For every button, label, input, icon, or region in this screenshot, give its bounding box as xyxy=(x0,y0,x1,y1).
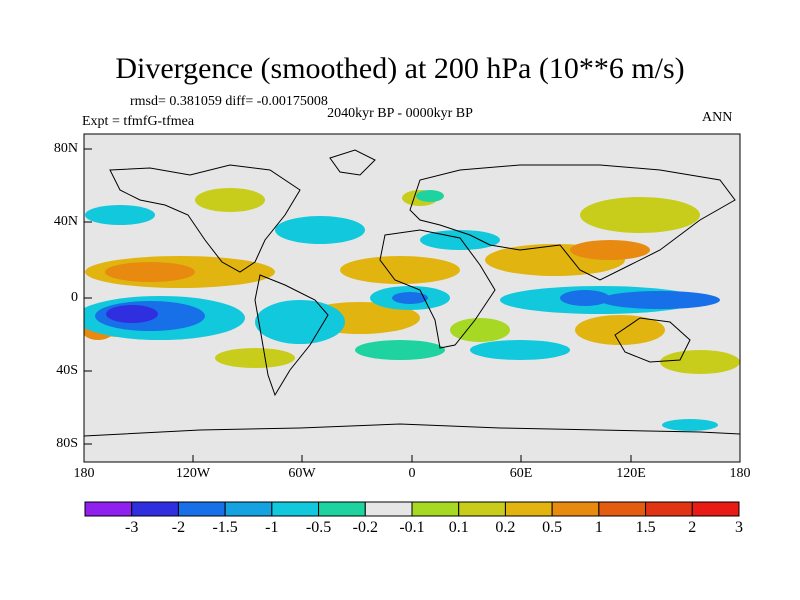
colorbar-label: 0.2 xyxy=(495,519,516,536)
colorbar-label: -2 xyxy=(171,519,186,536)
field-patch xyxy=(255,300,345,344)
lat-tick-label: 40N xyxy=(53,214,78,229)
lat-tick-label: 80N xyxy=(53,141,78,156)
field-patch xyxy=(105,262,195,282)
colorbar-label: 0.5 xyxy=(542,519,563,536)
antarctica-coast xyxy=(84,423,740,437)
colorbar-swatch xyxy=(84,501,133,517)
australia-coast xyxy=(614,317,691,363)
south-america-coast xyxy=(254,274,329,397)
colorbar-label: -0.5 xyxy=(305,519,332,536)
divergence-field xyxy=(84,188,740,431)
field-patch xyxy=(106,305,158,323)
field-patch xyxy=(355,340,445,360)
field-patch xyxy=(275,216,365,244)
colorbar-swatch xyxy=(224,501,273,517)
colorbar-label: -3 xyxy=(125,519,139,536)
lon-tick-label: 180 xyxy=(729,466,751,481)
lon-tick-label: 120E xyxy=(616,466,646,481)
north-america-coast xyxy=(109,164,301,273)
stats-label: rmsd= 0.381059 diff= -0.00175008 xyxy=(130,94,328,109)
colorbar-label: 2 xyxy=(688,519,697,536)
colorbar-label: -0.2 xyxy=(352,519,378,536)
field-patch xyxy=(570,240,650,260)
lon-tick-label: 60W xyxy=(288,466,316,481)
colorbar-swatch xyxy=(691,501,740,517)
colorbar-swatch xyxy=(131,501,179,517)
field-patch xyxy=(195,188,265,212)
greenland-coast xyxy=(329,149,376,176)
field-patch xyxy=(560,290,610,306)
plot-title: Divergence (smoothed) at 200 hPa (10**6 … xyxy=(115,52,685,85)
field-patch xyxy=(470,340,570,360)
colorbar-swatch xyxy=(271,501,320,517)
colorbar-label: -0.1 xyxy=(399,519,425,536)
africa-coast xyxy=(379,229,496,349)
field-patch xyxy=(450,318,510,342)
colorbar-swatch xyxy=(598,501,647,517)
field-patch xyxy=(420,230,500,250)
lon-tick-label: 60E xyxy=(509,466,533,481)
lon-tick-label: 180 xyxy=(73,466,95,481)
eurasia-coast xyxy=(409,164,736,281)
field-patch xyxy=(215,348,295,368)
field-patch xyxy=(392,292,428,304)
colorbar-swatch xyxy=(504,501,553,517)
colorbar-swatch xyxy=(458,501,506,517)
colorbar-label: -1 xyxy=(265,519,279,536)
lon-tick-label: 120W xyxy=(175,466,211,481)
experiment-label: Expt = tfmfG-tfmea xyxy=(82,114,195,129)
lat-tick-label: 40S xyxy=(56,363,78,378)
colorbar-swatch xyxy=(411,501,460,517)
field-patch xyxy=(660,350,740,374)
lon-tick-label: 0 xyxy=(408,466,416,481)
colorbar-swatch xyxy=(551,501,600,517)
colorbar-label: 3 xyxy=(735,519,743,536)
colorbar-label: 0.1 xyxy=(448,519,469,536)
colorbar-label: 1.5 xyxy=(635,519,656,536)
colorbar-label: -1.5 xyxy=(212,519,238,536)
season-label: ANN xyxy=(702,110,733,125)
colorbar-swatch xyxy=(364,501,413,517)
field-patch xyxy=(580,197,700,233)
colorbar-swatch xyxy=(645,501,693,517)
field-patch xyxy=(600,291,720,309)
colorbar-swatch xyxy=(177,501,226,517)
field-patch xyxy=(662,419,718,431)
field-patch xyxy=(85,205,155,225)
period-label: 2040kyr BP - 0000kyr BP xyxy=(327,106,473,121)
coastlines xyxy=(84,149,740,437)
lat-tick-label: 80S xyxy=(56,436,78,451)
field-patch xyxy=(575,315,665,345)
field-patch xyxy=(416,190,444,202)
field-patch xyxy=(340,256,460,284)
lat-tick-label: 0 xyxy=(71,290,78,305)
colorbar-label: 1 xyxy=(594,519,603,536)
axis-ticks xyxy=(84,148,632,462)
colorbar-swatch xyxy=(318,501,366,517)
